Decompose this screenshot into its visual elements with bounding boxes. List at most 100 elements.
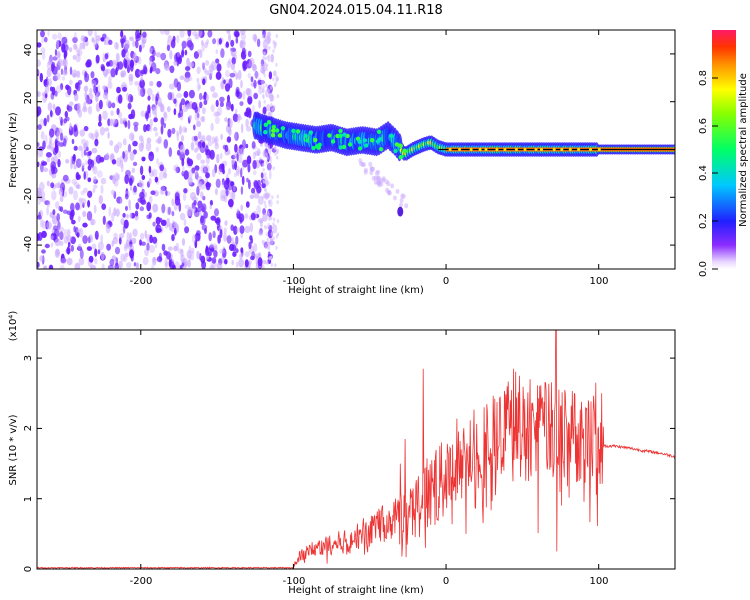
spectrogram-noise-point bbox=[217, 106, 223, 116]
spectrogram-noise-point bbox=[219, 101, 224, 108]
spectrogram-noise-point bbox=[154, 176, 159, 183]
bottom-yaxis-label: SNR (10 * v/v) bbox=[8, 414, 19, 485]
spectrogram-noise-point bbox=[102, 110, 108, 120]
spectrogram-noise-point bbox=[375, 170, 379, 176]
spectrogram-noise-point bbox=[155, 68, 161, 75]
spectrogram-noise-point bbox=[276, 194, 279, 199]
top-ytick-label: -20 bbox=[23, 188, 34, 204]
spectrogram-noise-point bbox=[209, 149, 215, 160]
spectrogram-noise-point bbox=[37, 59, 41, 67]
spectrogram-noise-point bbox=[84, 90, 88, 101]
spectrogram-noise-point bbox=[224, 144, 229, 152]
spectrogram-noise-point bbox=[127, 143, 132, 153]
spectrogram-noise-point bbox=[152, 49, 156, 57]
spectrogram-noise-point bbox=[78, 145, 83, 151]
spectrogram-noise-point bbox=[134, 210, 139, 217]
spectrogram-noise-point bbox=[51, 164, 55, 175]
spectrogram-noise-point bbox=[262, 93, 265, 98]
spectrogram-noise-point bbox=[59, 195, 64, 203]
spectrogram-noise-point bbox=[184, 149, 190, 156]
spectrogram-noise-point bbox=[116, 61, 120, 72]
spectrogram-noise-point bbox=[155, 52, 161, 58]
spectrogram-noise-point bbox=[173, 245, 178, 252]
spectrogram-noise-point bbox=[112, 118, 117, 125]
spectrogram-noise-point bbox=[268, 46, 271, 50]
spectrogram-noise-point bbox=[87, 158, 93, 166]
spectrogram-noise-point bbox=[75, 202, 80, 211]
spectrogram-noise-point bbox=[188, 170, 193, 179]
spectrogram-noise-point bbox=[214, 137, 218, 143]
spectrogram-noise-point bbox=[139, 206, 145, 212]
spectrogram-noise-point bbox=[95, 54, 100, 64]
spectrogram-noise-point bbox=[109, 258, 115, 266]
spectrogram-noise-point bbox=[235, 72, 239, 80]
spectrogram-noise-point bbox=[191, 102, 198, 110]
spectrogram-noise-point bbox=[164, 261, 169, 269]
spectrogram-noise-point bbox=[207, 30, 213, 38]
spectrogram-noise-point bbox=[199, 49, 203, 59]
spectrogram-ridge-cell bbox=[263, 130, 268, 135]
spectrogram-ridge-cell bbox=[514, 148, 518, 151]
spectrogram-marks bbox=[37, 30, 675, 269]
spectrogram-noise-point bbox=[69, 66, 73, 76]
spectrogram-noise-point bbox=[253, 92, 259, 100]
spectrogram-noise-point bbox=[50, 242, 54, 248]
spectrogram-noise-point bbox=[214, 188, 218, 196]
spectrogram-noise-point bbox=[266, 237, 269, 242]
spectrogram-noise-point bbox=[235, 227, 240, 234]
spectrogram-noise-point bbox=[266, 260, 269, 265]
spectrogram-noise-point bbox=[145, 124, 151, 132]
spectrogram-noise-point bbox=[252, 159, 257, 170]
spectrogram-noise-point bbox=[211, 136, 216, 144]
spectrogram-noise-point bbox=[121, 38, 124, 49]
spectrogram-noise-point bbox=[274, 263, 277, 268]
spectrogram-ridge-cell bbox=[568, 148, 572, 151]
spectrogram-noise-point bbox=[127, 119, 131, 130]
spectrogram-noise-point bbox=[159, 30, 166, 35]
spectrogram-noise-point bbox=[91, 218, 94, 226]
spectrogram-noise-point bbox=[139, 79, 146, 89]
spectrogram-noise-point bbox=[54, 49, 58, 56]
spectrogram-noise-point bbox=[265, 152, 268, 157]
spectrogram-noise-point bbox=[114, 246, 121, 255]
spectrogram-noise-point bbox=[41, 37, 45, 43]
spectrogram-noise-point bbox=[172, 220, 176, 227]
spectrogram-noise-point bbox=[145, 110, 149, 116]
spectrogram-noise-point bbox=[77, 215, 81, 223]
spectrogram-noise-point bbox=[231, 159, 235, 166]
spectrogram-noise-point bbox=[82, 235, 88, 244]
spectrogram-noise-point bbox=[269, 237, 274, 245]
spectrogram-noise-point bbox=[236, 208, 240, 214]
spectrogram-noise-point bbox=[169, 261, 175, 269]
spectrogram-noise-point bbox=[163, 139, 169, 149]
spectrogram-ridge-cell bbox=[478, 148, 482, 151]
spectrogram-noise-point bbox=[209, 199, 213, 206]
spectrogram-noise-point bbox=[193, 210, 200, 218]
spectrogram-ridge-cell bbox=[313, 137, 318, 143]
spectrogram-noise-point bbox=[244, 213, 249, 219]
spectrogram-noise-point bbox=[44, 36, 48, 43]
spectrogram-noise-point bbox=[177, 149, 181, 156]
spectrogram-noise-point bbox=[189, 115, 192, 120]
spectrogram-noise-point bbox=[82, 202, 85, 209]
spectrogram-noise-point bbox=[264, 260, 267, 265]
spectrogram-noise-point bbox=[213, 249, 218, 258]
spectrogram-noise-point bbox=[220, 48, 225, 59]
spectrogram-noise-point bbox=[102, 85, 107, 91]
spectrogram-noise-point bbox=[235, 235, 239, 245]
spectrogram-noise-point bbox=[223, 227, 227, 234]
spectrogram-noise-point bbox=[58, 116, 62, 121]
spectrogram-noise-point bbox=[73, 127, 79, 137]
spectrogram-noise-point bbox=[174, 261, 180, 269]
spectrogram-noise-point bbox=[62, 209, 68, 214]
spectrogram-noise-point bbox=[85, 140, 89, 148]
spectrogram-ridge-cell bbox=[271, 128, 276, 133]
spectrogram-ridge-cell bbox=[364, 143, 369, 148]
spectrogram-noise-point bbox=[176, 81, 182, 92]
spectrogram-noise-point bbox=[181, 237, 186, 246]
spectrogram-ticks bbox=[37, 30, 675, 269]
spectrogram-noise-point bbox=[90, 71, 95, 79]
spectrogram-noise-point bbox=[91, 243, 97, 250]
spectrogram-noise-point bbox=[251, 187, 256, 194]
spectrogram-noise-point bbox=[275, 245, 278, 250]
